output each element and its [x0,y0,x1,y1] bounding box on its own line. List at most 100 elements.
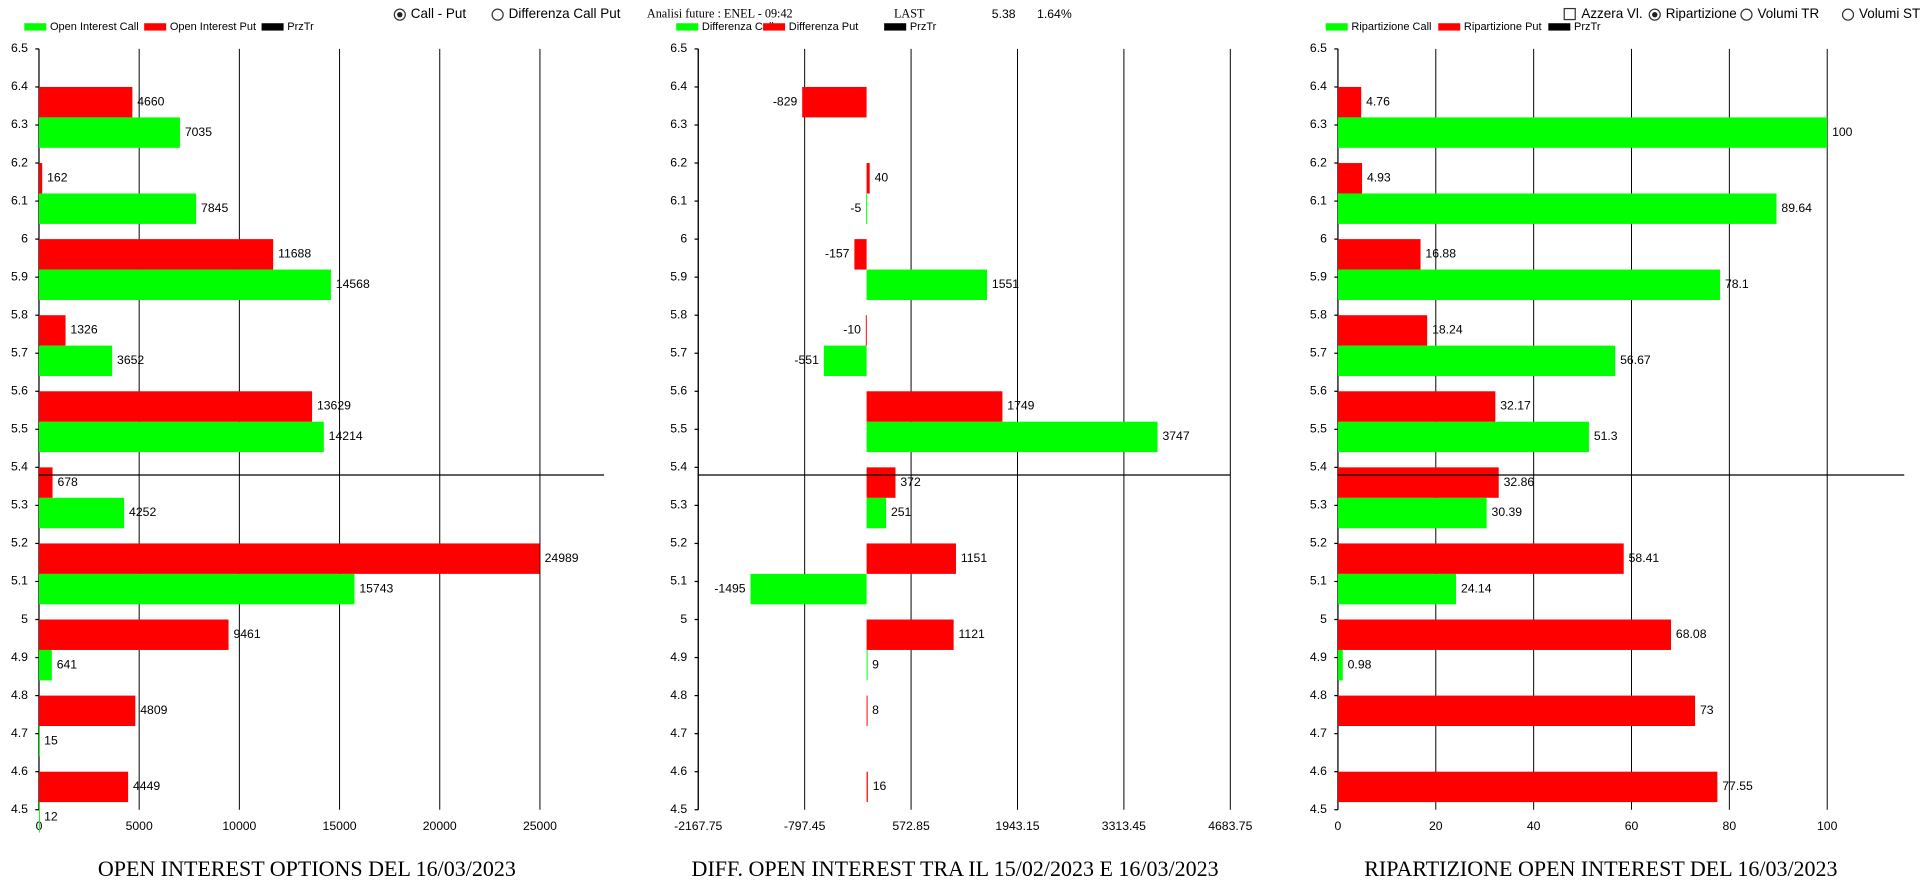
y-tick-label: 5.3 [1310,498,1327,512]
x-tick-label: -797.45 [784,819,826,833]
legend-label: Differenza Put [789,21,859,33]
bar [823,345,867,377]
checkbox-label[interactable]: Azzera Vl. [1581,6,1642,21]
bar [1337,315,1428,346]
bar [38,239,274,270]
legend-swatch [884,23,907,31]
x-tick-label: 0 [1335,819,1342,833]
value-label: 89.64 [1781,201,1812,215]
y-tick-label: 4.6 [1310,764,1327,778]
value-label: 1151 [961,551,987,565]
info-text: Analisi future : ENEL - 09:42 [647,6,793,20]
y-tick-label: 5.7 [670,345,687,359]
y-tick-label: 6.1 [11,193,28,207]
value-label: 13629 [317,399,351,413]
x-tick-label: 572.85 [892,819,930,833]
legend-swatch [676,23,699,31]
bar [866,619,954,650]
value-label: 3652 [117,353,144,367]
value-label: 24.14 [1461,581,1492,595]
x-tick-label: 10000 [222,819,256,833]
x-tick-label: 5000 [126,819,153,833]
bar [1337,771,1718,803]
bar [1337,86,1362,118]
value-label: -5 [850,201,861,215]
radio-button[interactable] [1841,8,1855,21]
value-label: 73 [1700,703,1714,717]
legend-swatch [1548,23,1571,31]
y-tick-label: 5.1 [11,574,28,588]
legend-swatch [763,23,786,31]
value-label: 32.86 [1504,475,1535,489]
bar [854,239,867,270]
radio-label[interactable]: Call - Put [411,6,467,21]
y-tick-label: 6.1 [1310,193,1327,207]
value-label: -829 [773,94,798,108]
legend-swatch [144,23,167,31]
value-label: 14214 [329,429,363,443]
legend-swatch [24,23,47,31]
y-tick-label: 5.2 [1310,536,1327,550]
value-label: 4.93 [1367,170,1391,184]
value-label: 68.08 [1676,627,1707,641]
bar [866,193,868,224]
bar [38,543,540,574]
value-label: 678 [57,475,78,489]
value-label: 162 [47,170,68,184]
bar [1337,193,1777,224]
value-label: 15743 [359,581,393,595]
value-label: 24989 [545,551,579,565]
y-tick-label: 4.8 [1310,688,1327,702]
x-tick-label: 20000 [423,819,457,833]
x-tick-label: 4683.75 [1208,819,1252,833]
radio-button[interactable] [1740,8,1753,21]
radio-label[interactable]: Volumi TR [1757,6,1819,21]
value-label: 1121 [959,627,985,641]
value-label: 1749 [1007,399,1034,413]
value-label: 11688 [278,247,311,261]
bar [1337,543,1624,574]
value-label: -10 [843,323,861,337]
y-tick-label: 5.5 [670,422,687,436]
y-tick-label: 5.6 [11,384,28,398]
last-label: LAST [894,6,925,20]
value-label: 9461 [233,627,260,641]
chart-title: OPEN INTEREST OPTIONS DEL 16/03/2023 [98,856,516,881]
radio-label[interactable]: Ripartizione [1666,6,1737,21]
value-label: 15 [44,733,58,747]
y-tick-label: 5.5 [1310,422,1327,436]
y-tick-label: 6.5 [670,41,687,55]
y-tick-label: 4.9 [670,650,687,664]
y-tick-label: 5.2 [11,536,28,550]
y-tick-label: 4.6 [11,764,28,778]
y-tick-label: 6 [21,231,28,245]
bar [1337,573,1457,605]
y-tick-label: 4.5 [1310,802,1327,816]
radio-label[interactable]: Differenza Call Put [509,6,621,21]
y-tick-label: 5.7 [11,345,28,359]
bar [750,573,867,605]
value-label: 58.41 [1629,551,1660,565]
radio-dot[interactable] [397,11,403,18]
value-label: 78.1 [1725,277,1749,291]
value-label: 3747 [1162,429,1189,443]
radio-button[interactable] [491,8,504,21]
bar [38,695,136,727]
bar [1337,163,1363,194]
legend-label: Differenza Call [702,21,774,33]
radio-dot[interactable] [1652,11,1658,18]
value-label: 40 [875,170,889,184]
value-label: 16.88 [1425,247,1456,261]
radio-label[interactable]: Volumi ST [1859,6,1920,21]
x-tick-label: 80 [1723,819,1737,833]
bar [866,695,868,727]
checkbox[interactable] [1563,7,1576,21]
chart-title: DIFF. OPEN INTEREST TRA IL 15/02/2023 E … [692,856,1219,881]
value-label: 100 [1832,125,1853,139]
bar [38,421,324,453]
y-tick-label: 6.5 [1310,41,1327,55]
bar [1337,345,1616,377]
bar [802,86,867,118]
y-tick-label: 6.2 [1310,155,1327,169]
